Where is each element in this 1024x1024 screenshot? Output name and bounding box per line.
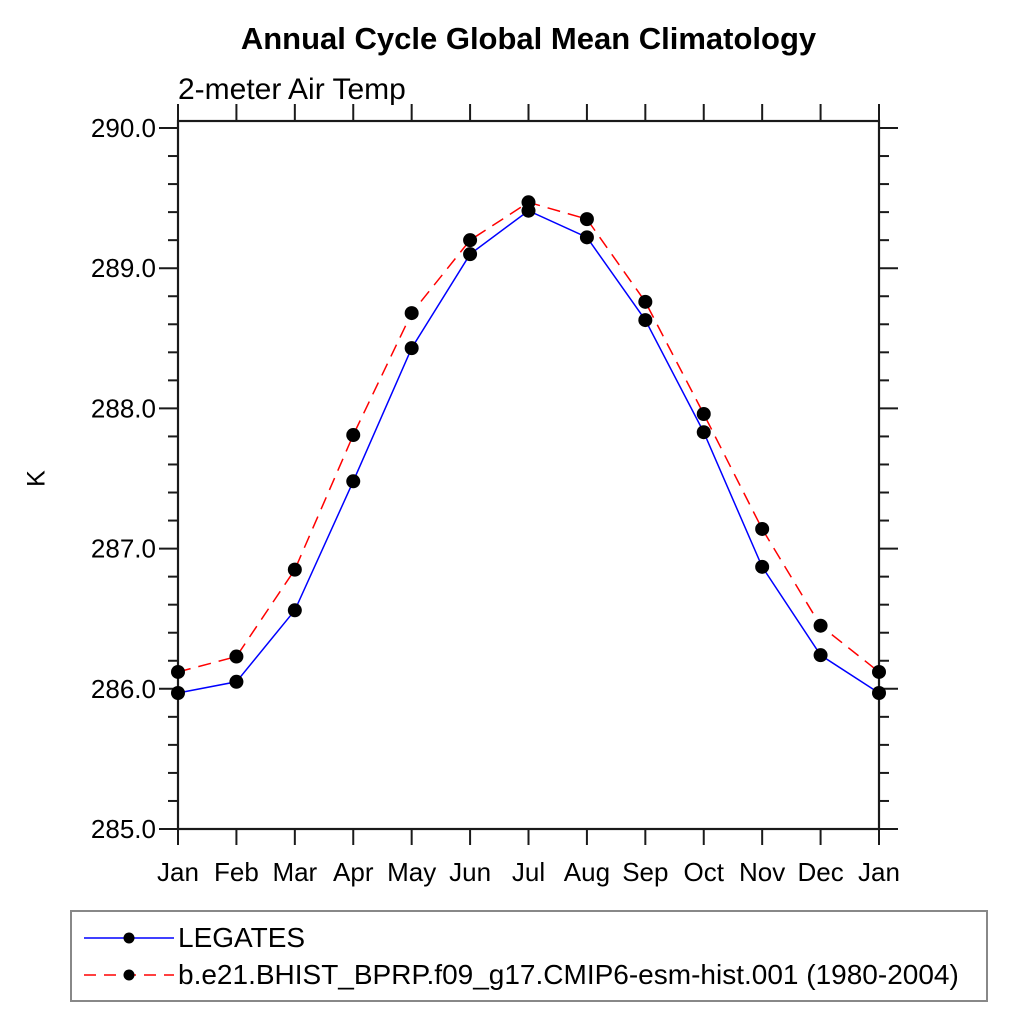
x-tick-label: Jan [858,857,900,887]
data-point [696,425,711,440]
x-tick-label: Feb [214,857,259,887]
data-point [638,313,653,328]
data-point [287,603,302,618]
data-point [463,233,478,248]
x-tick-label: Sep [622,857,668,887]
data-point [171,686,185,701]
x-tick-label: Mar [272,857,317,887]
data-point [872,664,886,679]
data-point [813,648,828,663]
legend: LEGATES b.e21.BHIST_BPRP.f09_g17.CMIP6-es… [70,910,988,1002]
legend-sample-line [84,932,174,943]
y-tick-label: 287.0 [91,534,156,564]
x-tick-label: Apr [333,857,374,887]
chart-subtitle: 2-meter Air Temp [178,73,406,106]
y-tick-label: 285.0 [91,814,156,844]
data-point [579,230,594,245]
data-point [171,664,185,679]
legend-sample-line [84,969,174,980]
x-tick-label: May [387,857,436,887]
series-line-1 [177,201,880,673]
x-tick-label: Oct [684,857,725,887]
legend-label: b.e21.BHIST_BPRP.f09_g17.CMIP6-esm-hist.… [178,958,959,990]
data-point [872,686,886,701]
data-point [579,212,594,227]
data-point [229,649,244,664]
data-point [755,521,770,536]
chart-title: Annual Cycle Global Mean Climatology [240,21,817,56]
data-point [638,294,653,309]
data-point [696,407,711,422]
plot-border [176,119,881,831]
data-point [287,562,302,577]
data-point [404,306,419,321]
y-tick-label: 290.0 [91,113,156,143]
x-tick-label: Aug [564,857,610,887]
y-tick-label: 288.0 [91,393,156,423]
data-point [229,674,244,689]
data-point [404,341,419,356]
x-tick-label: Jan [157,857,199,887]
x-tick-label: Nov [739,857,785,887]
x-tick-label: Jun [449,857,491,887]
data-point [521,195,536,210]
data-point [346,428,361,443]
y-tick-label: 289.0 [91,253,156,283]
x-tick-label: Jul [512,857,545,887]
y-tick-label: 286.0 [91,674,156,704]
legend-label: LEGATES [178,921,306,953]
series-line-0 [177,209,880,694]
data-point [346,474,361,489]
x-tick-label: Dec [797,857,843,887]
data-point [463,247,478,262]
legend-item-1: b.e21.BHIST_BPRP.f09_g17.CMIP6-esm-hist.… [84,958,986,990]
data-point [813,618,828,633]
legend-item-0: LEGATES [84,921,986,953]
data-point [755,559,770,574]
